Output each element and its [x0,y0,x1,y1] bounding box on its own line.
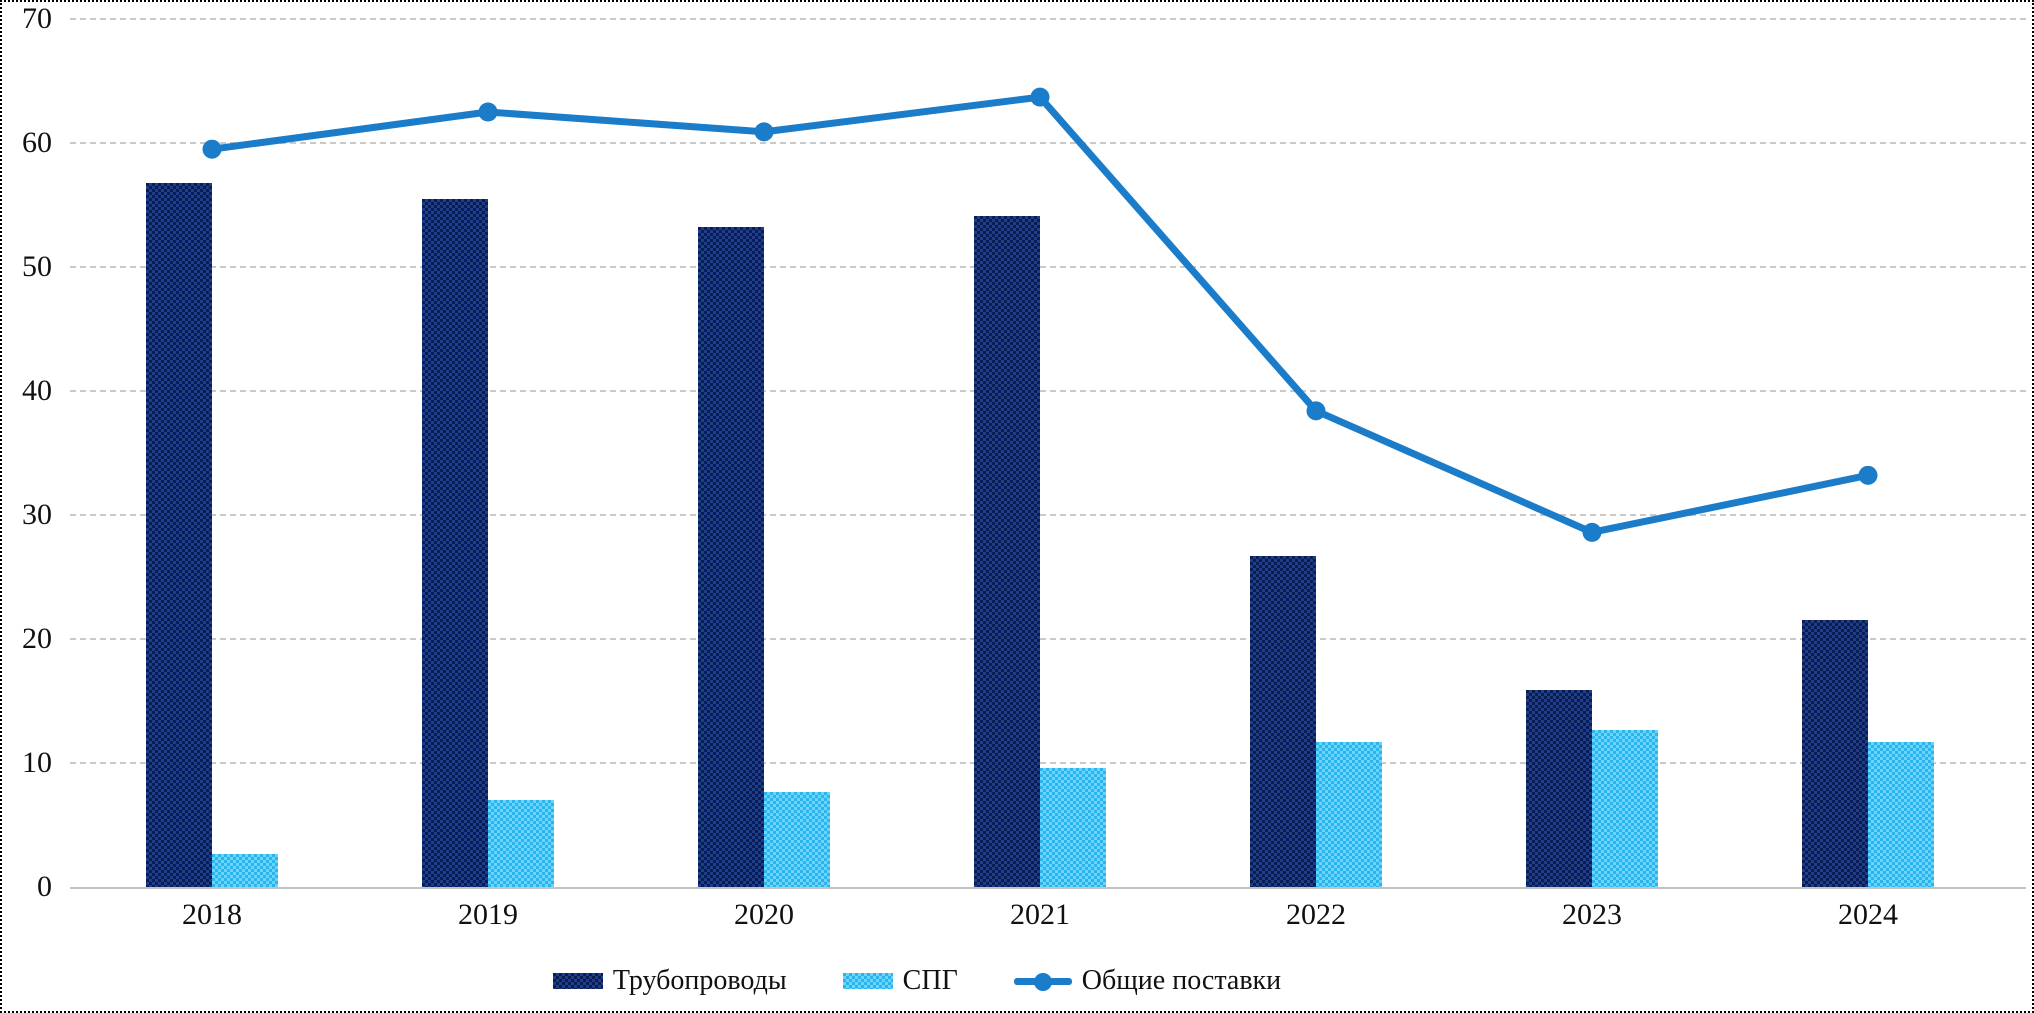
bar-lng-2022 [1316,741,1382,887]
legend-label-pipelines: Трубопроводы [612,965,787,996]
bar-pipelines-2019 [422,198,488,887]
bar-lng-2018 [212,853,278,887]
y-tick-label-60: 60 [22,126,52,159]
gridline-60 [70,142,2026,144]
x-tick-label-2024: 2024 [1838,898,1898,931]
gridline-30 [70,514,2026,516]
gridline-70 [70,18,2026,20]
bar-lng-2021 [1040,767,1106,887]
legend-label-lng: СПГ [902,965,958,996]
y-tick-label-70: 70 [22,2,52,35]
legend-item-total: Общие поставки [1013,965,1282,997]
y-tick-label-30: 30 [22,498,52,531]
bar-pipelines-2024 [1802,620,1868,887]
legend-item-lng: СПГ [842,965,958,997]
x-tick-label-2023: 2023 [1562,898,1622,931]
legend-line-dot-icon [1033,972,1052,991]
y-tick-label-20: 20 [22,622,52,655]
y-tick-label-0: 0 [37,870,52,903]
legend-swatch-lng [842,973,893,989]
x-tick-label-2019: 2019 [458,898,518,931]
gridline-20 [70,638,2026,640]
line-marker-2020 [754,122,774,142]
y-tick-label-50: 50 [22,250,52,283]
gridline-40 [70,390,2026,392]
bar-pipelines-2020 [698,227,764,887]
x-tick-label-2022: 2022 [1286,898,1346,931]
bar-lng-2020 [764,791,830,887]
x-tick-label-2018: 2018 [182,898,242,931]
gridline-50 [70,266,2026,268]
line-marker-2019 [478,102,498,122]
bar-pipelines-2021 [974,216,1040,887]
line-marker-2024 [1858,465,1878,485]
legend-line-marker-icon [1013,972,1072,991]
line-marker-2021 [1030,87,1050,107]
x-tick-label-2020: 2020 [734,898,794,931]
y-tick-label-40: 40 [22,374,52,407]
bar-pipelines-2022 [1250,555,1316,887]
legend-item-pipelines: Трубопроводы [552,965,787,997]
line-marker-2022 [1306,401,1326,421]
bar-pipelines-2018 [146,182,212,887]
line-marker-2023 [1582,522,1602,542]
bar-lng-2023 [1592,729,1658,887]
legend: Трубопроводы СПГ Общие поставки [2,965,1932,997]
legend-swatch-pipelines [552,973,603,989]
bar-lng-2024 [1868,741,1934,887]
bar-lng-2019 [488,800,554,887]
y-tick-label-10: 10 [22,746,52,779]
x-axis-line [70,887,2026,889]
bar-pipelines-2023 [1526,689,1592,887]
legend-label-total: Общие поставки [1081,965,1282,996]
x-tick-label-2021: 2021 [1010,898,1070,931]
gridline-10 [70,762,2026,764]
